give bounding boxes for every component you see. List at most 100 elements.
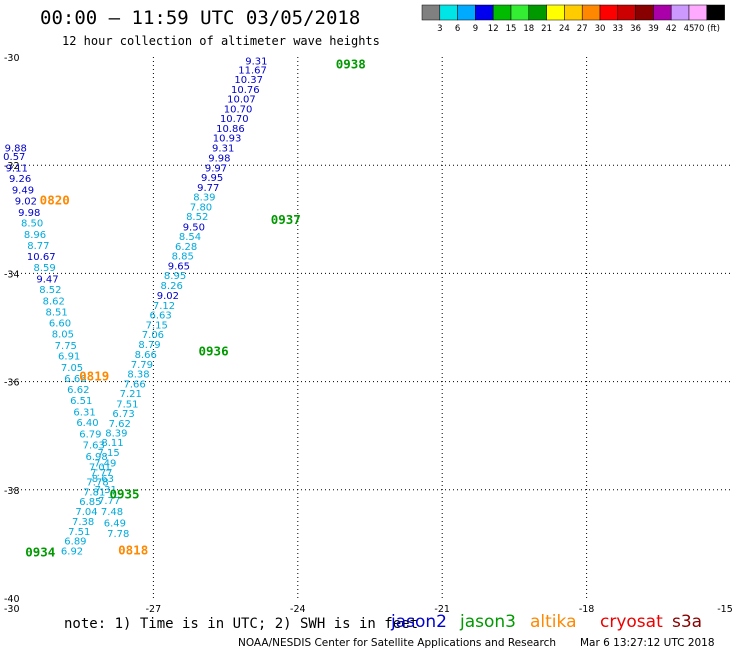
wave-height-label: 8.26	[161, 281, 183, 292]
pass-time-label: 0936	[199, 343, 229, 358]
wave-height-label: 9.77	[197, 183, 219, 194]
wave-height-label: 9.31	[245, 56, 267, 67]
wave-height-label: 8.38	[127, 370, 149, 381]
wave-height-label: 6.92	[61, 546, 83, 557]
y-tick-label: -38	[4, 486, 20, 497]
wave-height-label: 6.89	[64, 537, 86, 548]
pass-time-label: 0935	[109, 487, 139, 502]
wave-height-label: 8.95	[164, 271, 186, 282]
x-tick-label: -21	[434, 604, 450, 615]
wave-height-label: 7.21	[120, 389, 142, 400]
wave-height-label: 8.39	[105, 428, 127, 439]
scale-label: 39	[648, 24, 659, 34]
wave-height-label: 9.98	[18, 208, 40, 219]
wave-height-label: 7.77	[98, 496, 120, 507]
wave-height-label: 9.47	[36, 274, 58, 285]
y-tick-label: -30	[4, 53, 20, 64]
wave-height-label: 8.59	[33, 263, 55, 274]
scale-swatch	[457, 4, 476, 21]
wave-height-label: 7.63	[83, 440, 105, 451]
wave-height-label: 8.79	[138, 340, 160, 351]
scale-label: 6	[455, 24, 460, 34]
axis-tick-labels: -30-32-34-36-38-40-30 -27 -24 -21 -18 -15	[4, 53, 733, 615]
wave-height-label: 7.38	[72, 517, 94, 528]
wave-height-label: 10.67	[27, 252, 56, 263]
wave-height-label: 7.75	[55, 341, 77, 352]
wave-height-label: 7.06	[142, 330, 164, 341]
x-tick-label: -24	[290, 604, 306, 615]
wave-height-labels: 9.3111.6710.3710.7610.0710.7010.7010.861…	[3, 56, 267, 557]
wave-height-label: 6.62	[67, 385, 89, 396]
scale-label: 70 (ft)	[694, 24, 720, 34]
wave-height-label: 9.31	[212, 143, 234, 154]
wave-height-label: 8.96	[24, 230, 46, 241]
wave-height-label: 6.85	[79, 497, 101, 508]
scale-swatch	[653, 4, 672, 21]
wave-height-label: 7.66	[123, 379, 145, 390]
scale-swatch	[670, 4, 690, 21]
wave-height-label: 6.49	[104, 518, 126, 529]
wave-height-label: 6.63	[149, 311, 171, 322]
scale-swatch	[492, 4, 512, 21]
wave-height-label: 8.11	[101, 438, 123, 449]
timestamp: Mar 6 13:27:12 UTC 2018	[580, 637, 715, 649]
wave-height-label: 7.31	[95, 485, 117, 496]
satellite-legend-altika: altika	[530, 612, 577, 632]
satellite-legend-s3a: s3a	[672, 612, 702, 632]
wave-height-label: 9.11	[6, 163, 28, 174]
wave-height-label: 7.51	[68, 527, 90, 538]
wave-height-label: 0.57	[3, 152, 25, 163]
wave-height-label: 7.80	[190, 202, 212, 213]
wave-height-label: 9.88	[5, 143, 27, 154]
scale-swatch	[599, 4, 619, 21]
satellite-legend-jason3: jason3	[459, 612, 516, 632]
scale-swatch	[617, 4, 636, 21]
wave-height-label: 8.52	[186, 212, 208, 223]
wave-height-label: 9.26	[9, 174, 31, 185]
scale-label: 3	[437, 24, 442, 34]
wave-height-label: 8.63	[92, 474, 114, 485]
wave-height-label: 10.70	[224, 104, 253, 115]
chart-title: 00:00 – 11:59 UTC 03/05/2018	[40, 7, 360, 29]
wave-height-label: 9.02	[157, 291, 179, 302]
scale-swatch	[510, 4, 530, 21]
wave-height-label: 6.51	[70, 396, 92, 407]
x-tick-label: -15	[717, 604, 733, 615]
wave-height-label: 7.78	[107, 529, 129, 540]
wave-height-label: 11.67	[238, 65, 267, 76]
wave-height-label: 6.73	[112, 409, 134, 420]
x-tick-label: -30	[4, 604, 20, 615]
scale-label: 30	[595, 24, 606, 34]
scale-swatch	[581, 4, 601, 21]
pass-time-label: 0934	[25, 545, 55, 560]
scale-label: 21	[541, 24, 552, 34]
x-tick-label: -27	[146, 604, 162, 615]
wave-height-label: 6.31	[73, 407, 95, 418]
wave-height-label: 8.51	[46, 307, 68, 318]
pass-time-label: 0819	[79, 369, 109, 384]
chart-subtitle: 12 hour collection of altimeter wave hei…	[62, 34, 380, 48]
scale-label: 33	[612, 24, 623, 34]
wave-height-label: 7.48	[101, 507, 123, 518]
wave-height-label: 7.15	[98, 448, 120, 459]
scale-label: 18	[523, 24, 534, 34]
y-tick-label: -40	[4, 594, 20, 605]
wave-height-label: 8.50	[21, 219, 43, 230]
scale-swatch	[439, 4, 458, 21]
scale-label: 42	[666, 24, 677, 34]
wave-height-color-scale: 3 6 9 12 15 18 21 24 27 30 33 36 39 42 45 70 (ft)	[421, 4, 725, 34]
scale-label: 9	[473, 24, 478, 34]
wave-height-label: 7.78	[86, 478, 108, 489]
wave-height-label: 7.77	[90, 468, 112, 479]
wave-height-label: 9.65	[168, 261, 190, 272]
wave-height-label: 6.98	[85, 452, 107, 463]
wave-height-label: 6.28	[175, 242, 197, 253]
grid-lines	[9, 57, 731, 598]
wave-height-label: 6.91	[58, 352, 80, 363]
wave-height-label: 7.81	[83, 487, 105, 498]
scale-swatch	[688, 4, 708, 21]
wave-height-label: 9.95	[201, 173, 223, 184]
wave-height-label: 7.79	[131, 360, 153, 371]
wave-height-label: 8.85	[172, 252, 194, 263]
